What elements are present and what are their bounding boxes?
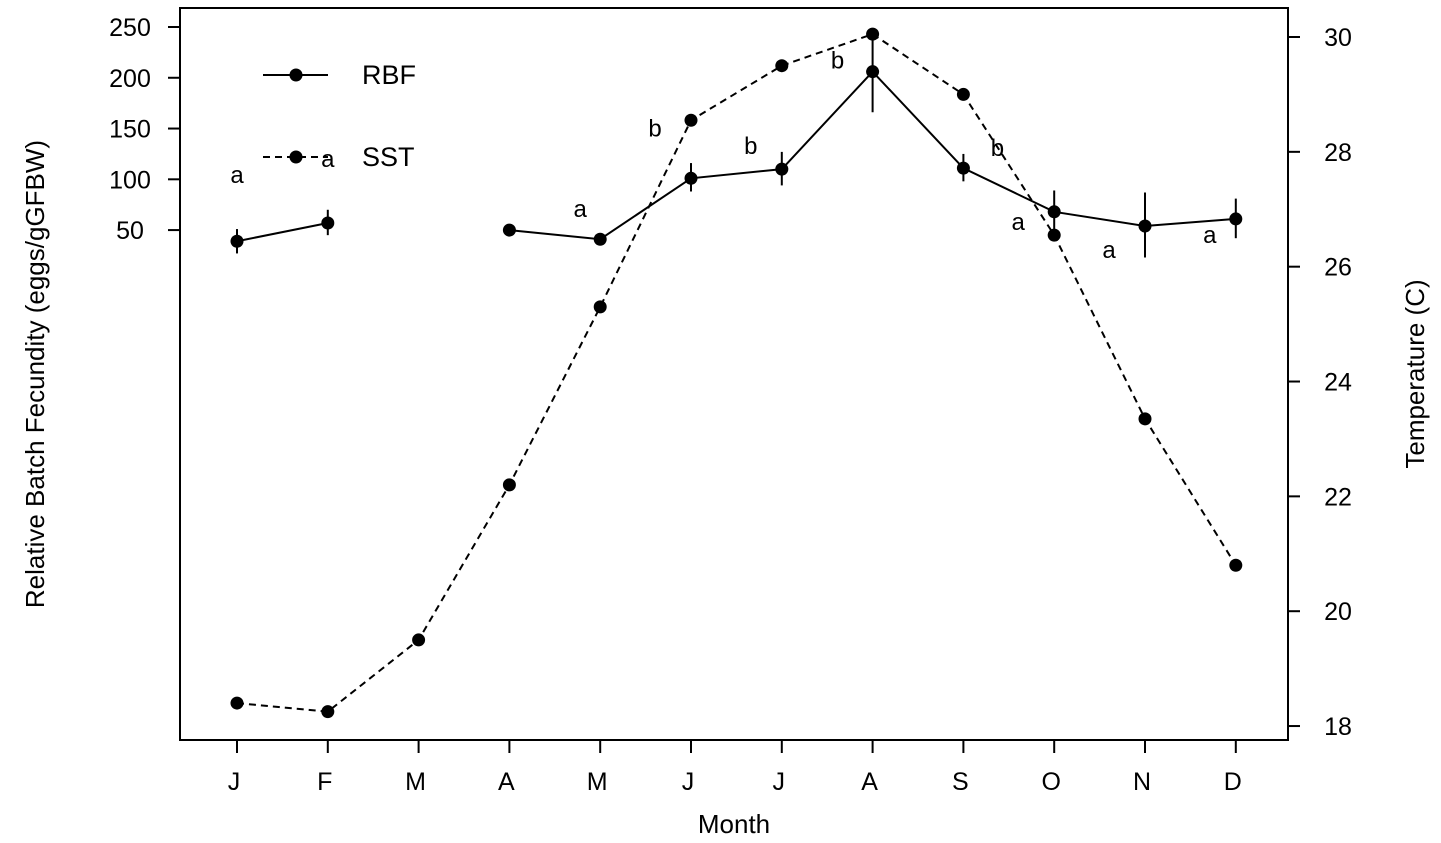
sst-point: [321, 705, 335, 719]
rbf-point: [1047, 205, 1061, 219]
legend: RBF SST: [263, 60, 416, 172]
y-tick-label: 200: [109, 65, 151, 93]
significance-label: b: [648, 115, 661, 142]
rbf-point: [684, 171, 698, 185]
x-tick-label: O: [1041, 768, 1060, 796]
y2-tick-label: 30: [1324, 24, 1352, 52]
legend-rbf-label: RBF: [362, 60, 416, 90]
x-tick-label: J: [773, 768, 786, 796]
x-tick-label: F: [317, 768, 332, 796]
significance-label: a: [1012, 209, 1026, 236]
significance-labels: a a a b b b b a a a: [230, 48, 1217, 264]
legend-rbf-marker: [289, 68, 303, 82]
rbf-point: [502, 223, 516, 237]
legend-sst-marker: [289, 150, 303, 164]
significance-label: a: [1102, 237, 1116, 264]
rbf-point: [593, 232, 607, 246]
sst-line: [236, 33, 1237, 713]
y2-tick-label: 24: [1324, 369, 1352, 397]
sst-point: [1138, 412, 1152, 426]
significance-label: b: [744, 133, 757, 160]
sst-point: [775, 59, 789, 73]
significance-label: a: [230, 162, 244, 189]
significance-label: b: [991, 135, 1004, 162]
sst-point: [684, 113, 698, 127]
x-tick-label: A: [861, 768, 878, 796]
rbf-point: [230, 234, 244, 248]
sst-point: [593, 300, 607, 314]
sst-point: [502, 478, 516, 492]
x-axis-title: Month: [698, 809, 770, 839]
x-tick-label: J: [682, 768, 695, 796]
rbf-point: [1229, 212, 1243, 226]
significance-label: a: [574, 196, 588, 223]
x-tick-label: M: [405, 768, 426, 796]
rbf-point: [866, 65, 880, 79]
rbf-line: [236, 221, 328, 243]
y2-tick-label: 20: [1324, 598, 1352, 626]
rbf-point: [1138, 219, 1152, 233]
significance-label: a: [1203, 222, 1217, 249]
x-tick-label: M: [587, 768, 608, 796]
sst-point: [412, 633, 426, 647]
y-tick-label: 100: [109, 166, 151, 194]
y-tick-label: 250: [109, 14, 151, 42]
x-tick-label: A: [498, 768, 515, 796]
y-tick-label: 50: [116, 217, 144, 245]
legend-sst-label: SST: [362, 142, 415, 172]
y-axis-left: 50 100 150 200 250: [109, 14, 180, 245]
sst-point: [956, 87, 970, 101]
y2-tick-label: 28: [1324, 139, 1352, 167]
x-tick-label: D: [1224, 768, 1242, 796]
significance-label: a: [321, 146, 335, 173]
x-tick-label: N: [1133, 768, 1151, 796]
sst-point: [1229, 558, 1243, 572]
rbf-series: [230, 29, 1243, 258]
sst-point: [230, 696, 244, 710]
y2-tick-label: 26: [1324, 254, 1352, 282]
y-tick-label: 150: [109, 116, 151, 144]
y2-tick-label: 22: [1324, 483, 1352, 511]
y2-axis-title: Temperature (C): [1400, 279, 1430, 468]
sst-point: [1047, 228, 1061, 242]
x-tick-label: J: [228, 768, 241, 796]
sst-series: [230, 27, 1243, 719]
rbf-point: [775, 162, 789, 176]
rbf-point: [956, 161, 970, 175]
y-axis-title: Relative Batch Fecundity (eggs/gGFBW): [20, 140, 50, 608]
rbf-point: [321, 216, 335, 230]
y2-tick-label: 18: [1324, 713, 1352, 741]
plot-frame: [179, 7, 1289, 741]
x-tick-label: S: [952, 768, 969, 796]
y-axis-right: 18 20 22 24 26 28 30: [1288, 24, 1352, 741]
significance-label: b: [831, 48, 844, 75]
